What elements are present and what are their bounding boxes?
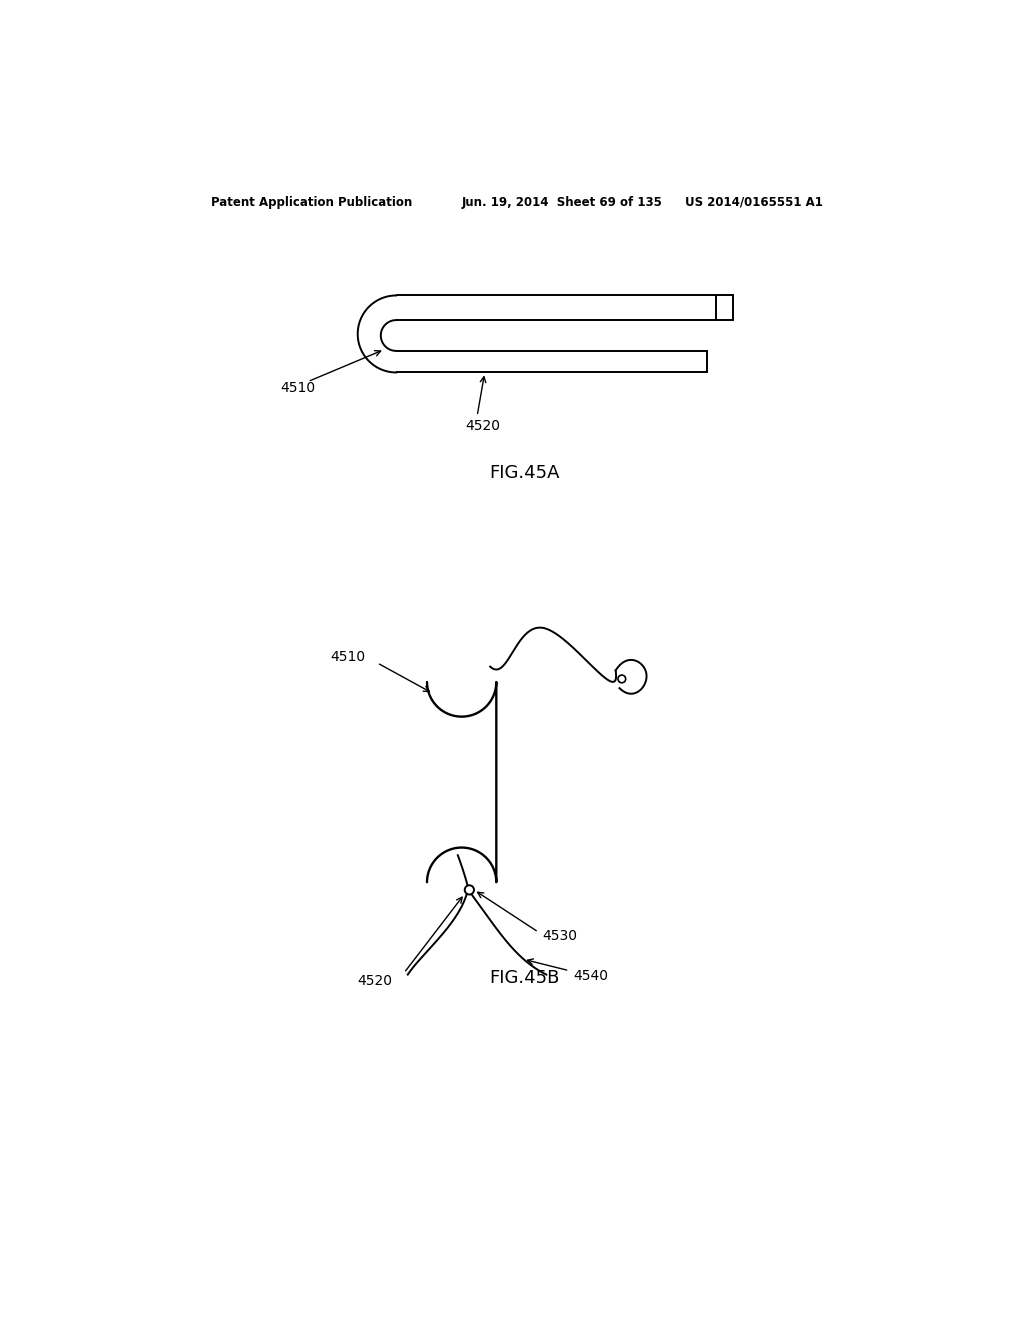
Polygon shape xyxy=(427,682,497,882)
Text: FIG.45A: FIG.45A xyxy=(489,463,560,482)
Text: 4510: 4510 xyxy=(281,381,315,395)
Circle shape xyxy=(617,675,626,682)
Circle shape xyxy=(465,886,474,895)
Text: 4520: 4520 xyxy=(466,420,501,433)
Text: Patent Application Publication: Patent Application Publication xyxy=(211,195,413,209)
Text: 4510: 4510 xyxy=(331,651,366,664)
Text: 4530: 4530 xyxy=(543,929,578,942)
Text: 4540: 4540 xyxy=(573,969,608,983)
Text: FIG.45B: FIG.45B xyxy=(489,969,560,987)
Text: 4520: 4520 xyxy=(357,974,392,987)
Bar xyxy=(716,296,733,321)
Text: US 2014/0165551 A1: US 2014/0165551 A1 xyxy=(685,195,823,209)
Polygon shape xyxy=(357,296,396,372)
Text: Jun. 19, 2014  Sheet 69 of 135: Jun. 19, 2014 Sheet 69 of 135 xyxy=(462,195,663,209)
